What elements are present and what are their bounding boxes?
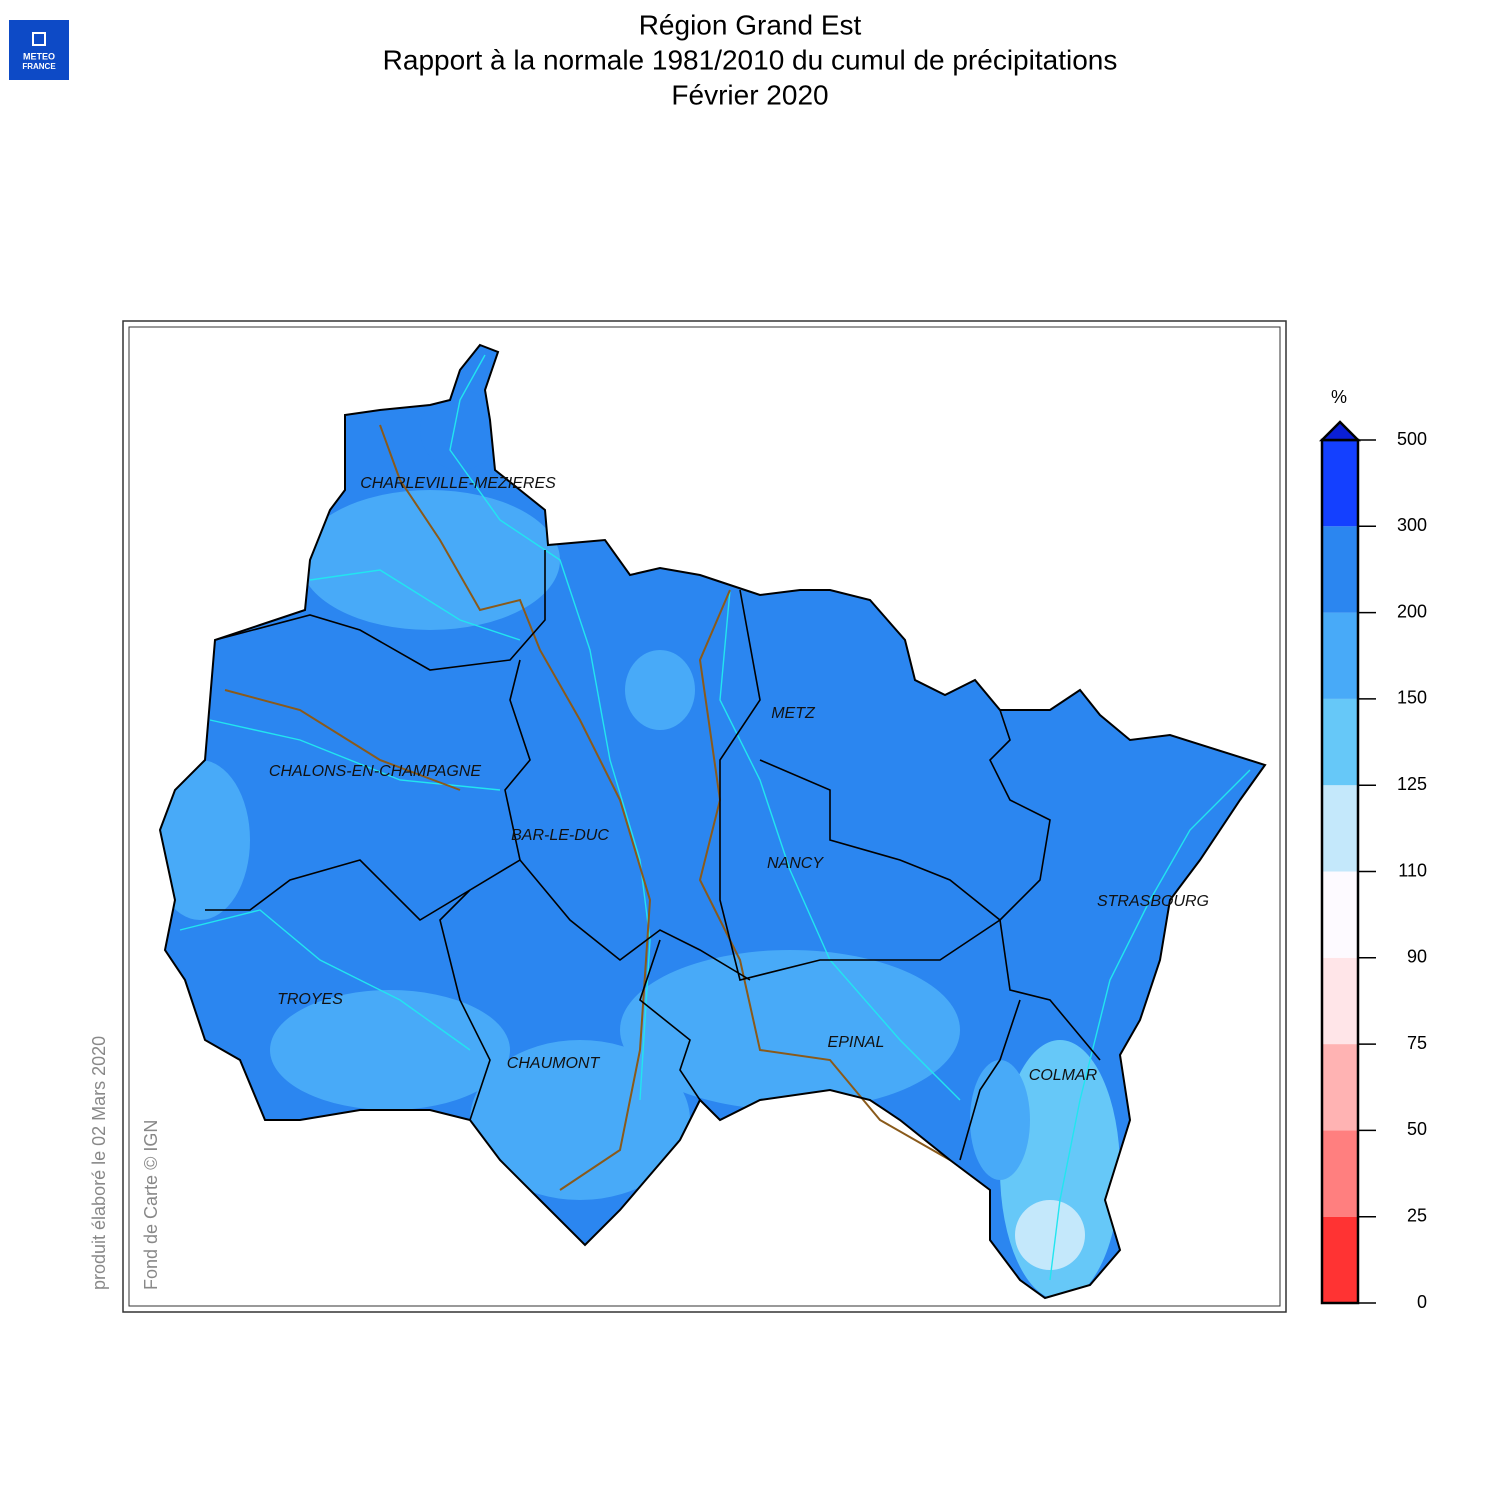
legend-band: [1322, 1216, 1358, 1303]
legend-tick-label: 200: [1397, 601, 1427, 621]
legend-tick-label: 25: [1407, 1205, 1427, 1225]
legend-band: [1322, 526, 1358, 613]
city-label: TROYES: [277, 991, 343, 1008]
city-label: NANCY: [767, 855, 824, 872]
legend-tick-label: 150: [1397, 688, 1427, 708]
department-borders: [205, 550, 1101, 1161]
legend-tick-label: 500: [1397, 429, 1427, 449]
title: Rapport à la normale 1981/2010 du cumul …: [383, 44, 1118, 75]
legend-tick-label: 50: [1407, 1119, 1427, 1139]
map-frame: [122, 320, 1287, 1313]
patch: [970, 1060, 1030, 1180]
river: [309, 569, 521, 641]
legend-band: [1322, 871, 1358, 958]
city-label: CHALONS-EN-CHAMPAGNE: [269, 763, 482, 780]
city-label: CHARLEVILLE-MEZIERES: [360, 475, 556, 492]
credit: Fond de Carte © IGN: [141, 1120, 161, 1290]
legend-unit: %: [1331, 387, 1347, 407]
department-border: [959, 999, 1021, 1161]
patch: [625, 650, 695, 730]
legend-overflow: [1318, 420, 1362, 442]
legend-band: [1322, 612, 1358, 699]
river: [1049, 769, 1251, 1281]
rivers: [179, 354, 1251, 1281]
patch: [300, 490, 560, 630]
river: [719, 589, 961, 1101]
basin-border: [224, 689, 461, 791]
city-label: METZ: [771, 705, 816, 722]
river: [209, 719, 501, 791]
city-label: EPINAL: [828, 1034, 885, 1051]
city-label: STRASBOURG: [1097, 893, 1209, 910]
patch: [160, 760, 250, 920]
basin-borders: [224, 424, 951, 1191]
legend-band: [1322, 1130, 1358, 1217]
legend-band: [1322, 698, 1358, 786]
legend-band: [1322, 785, 1358, 872]
department-border: [999, 919, 1101, 1061]
credit: produit élaboré le 02 Mars 2020: [89, 1036, 109, 1290]
precip-patches: [160, 390, 1120, 1298]
logo: [9, 20, 69, 80]
patch: [620, 950, 960, 1110]
river: [179, 909, 471, 1051]
map: [159, 344, 1266, 1299]
department-border: [519, 859, 751, 981]
department-border: [439, 889, 491, 1121]
legend-tick-label: 90: [1407, 947, 1427, 967]
legend-tick-label: 75: [1407, 1033, 1427, 1053]
department-border: [719, 589, 1001, 981]
patch: [270, 990, 510, 1110]
legend-tick-label: 110: [1398, 860, 1427, 880]
map-frame: [128, 326, 1281, 1307]
title: Février 2020: [671, 79, 828, 110]
basin-border: [379, 424, 652, 1191]
department-border: [759, 709, 1051, 922]
city-label: COLMAR: [1029, 1067, 1098, 1084]
department-border: [639, 939, 701, 1101]
patch: [420, 390, 500, 470]
patch: [1015, 1200, 1085, 1270]
legend-band: [1322, 440, 1358, 527]
legend-tick-label: 0: [1417, 1292, 1427, 1312]
legend-band: [1322, 1044, 1358, 1131]
legend-tick-label: 125: [1397, 774, 1427, 794]
city-label: CHAUMONT: [507, 1055, 601, 1072]
logo-text: METEO: [23, 51, 55, 61]
logo-icon: [32, 32, 46, 46]
legend-band: [1322, 957, 1358, 1045]
logo-text: FRANCE: [22, 62, 56, 71]
city-label: BAR-LE-DUC: [511, 827, 609, 844]
title: Région Grand Est: [639, 9, 862, 40]
department-border: [214, 550, 546, 671]
legend-tick-label: 300: [1397, 515, 1427, 535]
river: [449, 354, 651, 1101]
basin-border: [698, 589, 951, 1161]
